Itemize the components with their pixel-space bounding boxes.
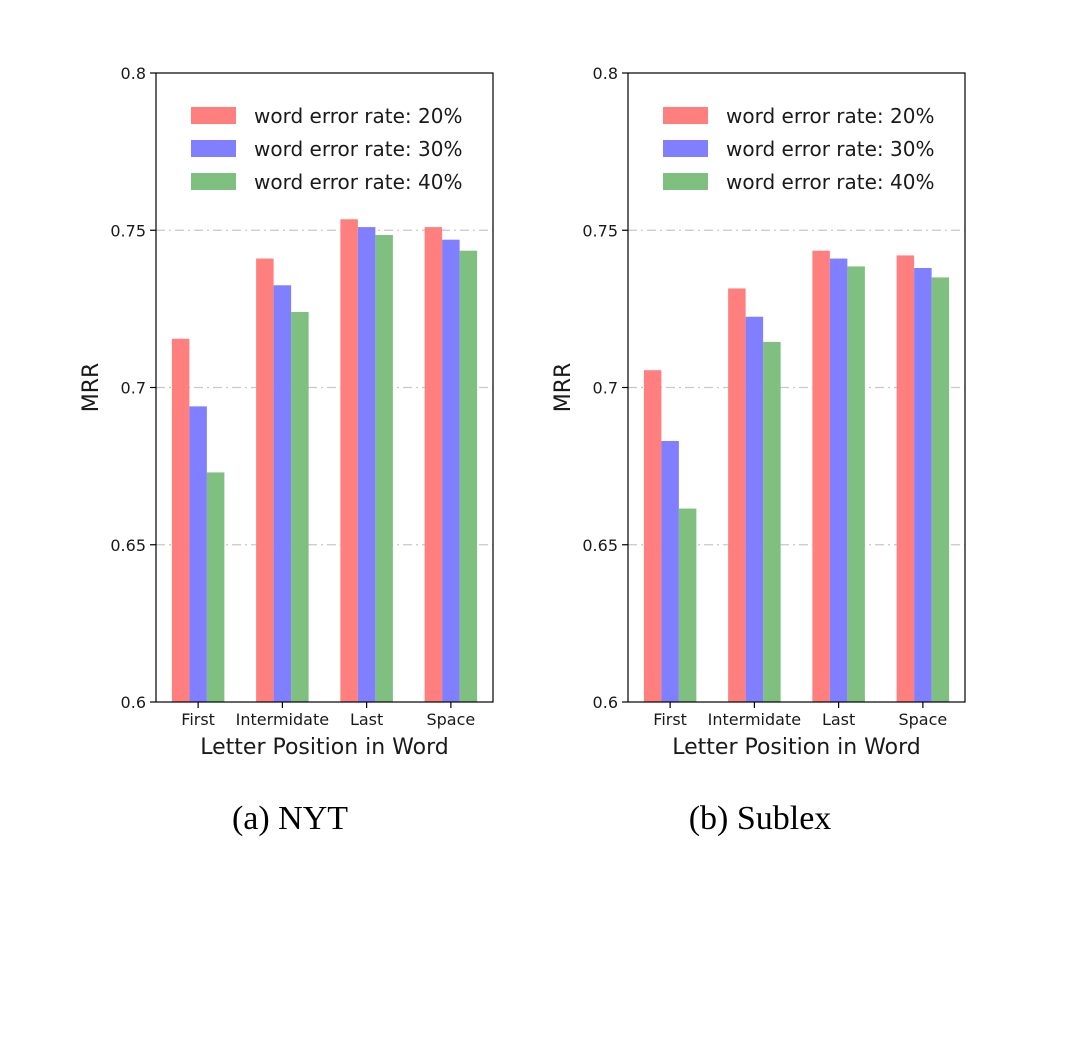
legend-label: word error rate: 30% — [254, 137, 462, 161]
bar — [812, 250, 830, 702]
legend-label: word error rate: 30% — [726, 137, 934, 161]
bar — [256, 258, 274, 702]
chart-caption: (a) NYT — [232, 800, 348, 837]
bar — [375, 234, 393, 702]
legend-label: word error rate: 20% — [726, 104, 934, 128]
bar — [357, 227, 376, 703]
bar — [829, 258, 848, 702]
x-tick-label: Last — [350, 710, 383, 729]
bar — [424, 227, 443, 703]
legend-label: word error rate: 20% — [254, 104, 462, 128]
x-axis-label: Letter Position in Word — [672, 735, 920, 760]
y-axis-label: MRR — [79, 363, 104, 413]
y-tick-label: 0.7 — [121, 379, 146, 398]
x-tick-label: Intermidate — [236, 710, 329, 729]
y-tick-label: 0.7 — [593, 379, 618, 398]
legend-swatch — [191, 173, 236, 190]
y-tick-label: 0.65 — [582, 536, 618, 555]
bar — [643, 370, 662, 702]
x-axis-label: Letter Position in Word — [200, 735, 448, 760]
legend-swatch — [663, 107, 708, 124]
bar — [189, 406, 207, 702]
x-tick-label: Space — [898, 710, 947, 729]
y-tick-label: 0.75 — [110, 221, 146, 240]
legend-swatch — [191, 140, 236, 157]
bar — [442, 239, 460, 702]
bar — [914, 267, 932, 702]
bar — [745, 316, 764, 702]
bar — [931, 277, 950, 702]
legend-label: word error rate: 40% — [726, 170, 934, 194]
bar — [340, 219, 358, 702]
chart-sublex: 0.6 0.65 0.7 0.75 0.8 First Intermidate Last Spa… — [551, 64, 966, 837]
bar — [896, 255, 915, 702]
bar — [661, 440, 679, 702]
legend-swatch — [663, 140, 708, 157]
bar — [171, 338, 190, 702]
bar — [728, 288, 746, 702]
x-tick-label: Last — [822, 710, 855, 729]
y-tick-label: 0.65 — [110, 536, 146, 555]
legend-swatch — [191, 107, 236, 124]
y-tick-label: 0.75 — [582, 221, 618, 240]
bar — [678, 508, 697, 702]
y-tick-label: 0.8 — [593, 64, 618, 83]
chart-nyt: 0.6 0.65 0.7 0.75 0.8 First Intermidate Last Spa… — [79, 64, 494, 837]
chart-caption: (b) Sublex — [689, 800, 832, 837]
x-tick-label: Intermidate — [708, 710, 801, 729]
legend-swatch — [663, 173, 708, 190]
x-tick-label: First — [653, 710, 687, 729]
x-tick-label: Space — [426, 710, 475, 729]
legend-label: word error rate: 40% — [254, 170, 462, 194]
y-tick-label: 0.8 — [121, 64, 146, 83]
y-tick-label: 0.6 — [121, 693, 146, 712]
bar — [206, 472, 225, 702]
x-tick-label: First — [181, 710, 215, 729]
bar — [291, 312, 309, 702]
bar — [459, 250, 478, 702]
bar — [273, 285, 292, 702]
y-axis-label: MRR — [551, 363, 576, 413]
bar — [847, 266, 865, 702]
y-tick-label: 0.6 — [593, 693, 618, 712]
bar — [763, 341, 781, 702]
